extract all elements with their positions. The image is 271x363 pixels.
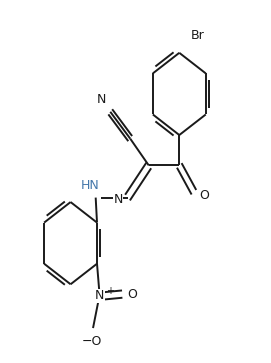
Text: +: + [106,286,114,295]
Text: Br: Br [191,29,205,42]
Text: N: N [95,289,104,302]
Text: O: O [200,189,209,202]
Text: N: N [113,193,123,206]
Text: HN: HN [81,179,100,192]
Text: −O: −O [82,335,102,348]
Text: O: O [127,287,137,301]
Text: N: N [97,93,106,106]
